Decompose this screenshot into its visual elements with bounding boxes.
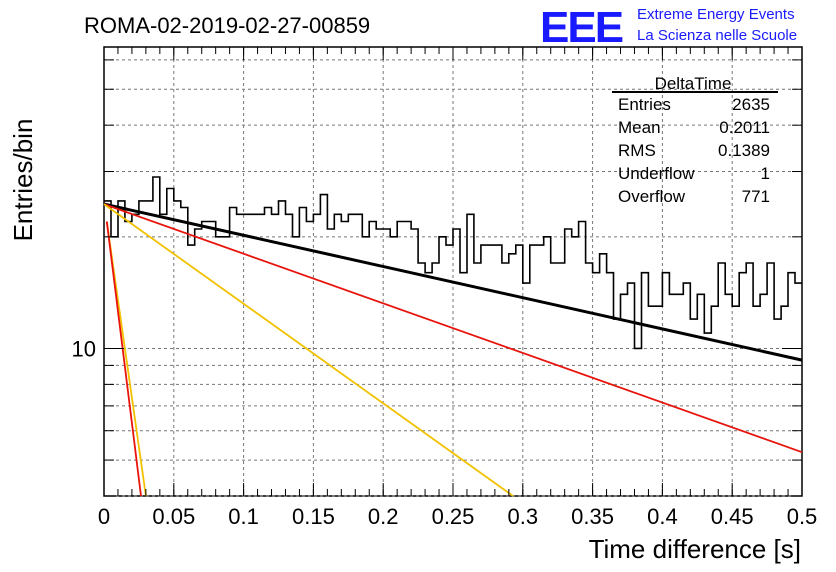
y-axis-title: Entries/bin xyxy=(8,119,38,242)
x-tick-label: 0.4 xyxy=(647,504,678,529)
x-tick-label: 0 xyxy=(98,504,110,529)
histogram xyxy=(104,176,802,350)
fit-curve-3 xyxy=(103,203,514,497)
x-tick-label: 0.45 xyxy=(711,504,754,529)
brand-line-1: Extreme Energy Events xyxy=(637,6,795,23)
fit-curves xyxy=(103,202,803,497)
histogram-steps xyxy=(104,176,802,350)
fit-curve-2 xyxy=(103,203,803,454)
eee-logo: EEE xyxy=(540,3,623,52)
stats-label-rms: RMS xyxy=(618,141,656,160)
stats-label-overflow: Overflow xyxy=(618,187,686,206)
stats-label-mean: Mean xyxy=(618,118,661,137)
stats-value-entries: 2635 xyxy=(732,95,770,114)
x-axis-title: Time difference [s] xyxy=(589,534,801,564)
stats-value-underflow: 1 xyxy=(761,164,770,183)
stats-value-rms: 0.1389 xyxy=(718,141,770,160)
stats-box: DeltaTime Entries 2635 Mean 0.2011 RMS 0… xyxy=(612,74,778,206)
stats-box-title: DeltaTime xyxy=(655,74,732,93)
brand-line-2: La Scienza nelle Scuole xyxy=(637,27,797,44)
x-tick-label: 0.35 xyxy=(571,504,614,529)
stats-label-underflow: Underflow xyxy=(618,164,695,183)
fit-curve-1 xyxy=(103,202,803,362)
x-tick-label: 0.2 xyxy=(368,504,399,529)
x-tick-label: 0.25 xyxy=(432,504,475,529)
x-tick-label: 0.05 xyxy=(152,504,195,529)
fit-curve-5 xyxy=(105,221,142,497)
stats-value-overflow: 771 xyxy=(742,187,770,206)
run-title: ROMA-02-2019-02-27-00859 xyxy=(84,13,370,38)
x-tick-label: 0.1 xyxy=(228,504,259,529)
y-tick-label: 10 xyxy=(72,336,96,361)
stats-label-entries: Entries xyxy=(618,95,671,114)
x-tick-label: 0.3 xyxy=(508,504,539,529)
axis-ticks: 0 0.05 0.1 0.15 0.2 0.25 0.3 0.35 0.4 0.45 0.5 10 xyxy=(72,47,818,529)
x-tick-label: 0.5 xyxy=(787,504,818,529)
x-tick-label: 0.15 xyxy=(292,504,335,529)
stats-value-mean: 0.2011 xyxy=(719,118,770,137)
plot-area: 0 0.05 0.1 0.15 0.2 0.25 0.3 0.35 0.4 0.45 0.5 10 xyxy=(72,46,818,529)
